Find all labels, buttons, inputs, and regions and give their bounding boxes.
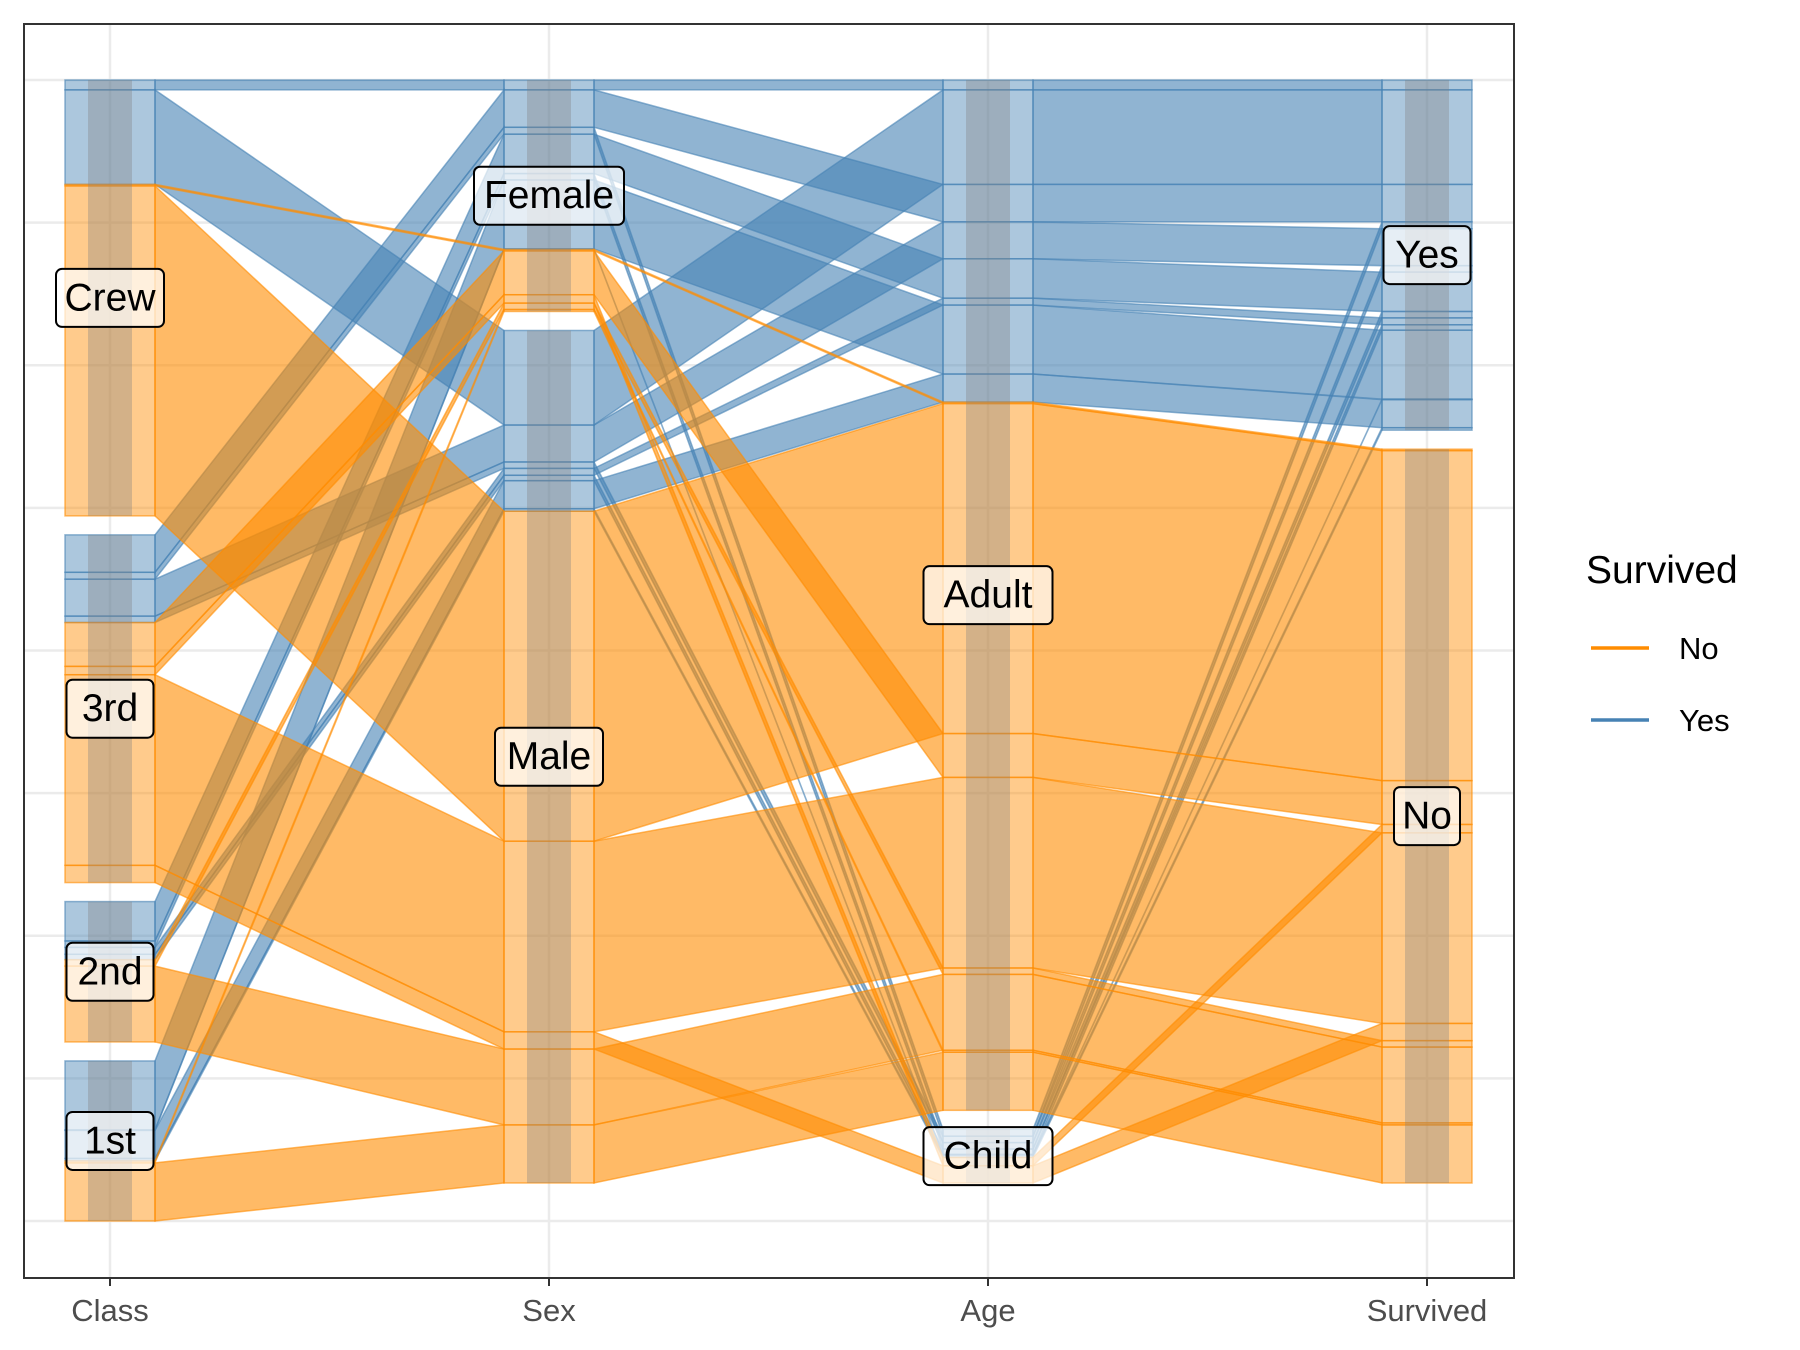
flow-segment-sex-male [503,840,595,1033]
flow-segment-class-1st [64,1162,156,1222]
stratum-label-box [494,726,604,787]
stratum-label-text: 1st [84,1119,136,1162]
flow-segment-survived-yes [1381,426,1473,431]
flow-segment-sex-female [503,89,595,129]
flow-segment-survived-yes [1381,183,1473,223]
legend-label-no: No [1679,631,1719,666]
flow-segment-class-3rd [64,578,156,617]
flow-segment-age-adult [942,183,1034,223]
legend-label-yes: Yes [1679,703,1730,738]
stratum-label-class-3rd: 3rd [65,678,155,739]
flow-segment-class-3rd [64,621,156,668]
stratum-label-text: No [1402,795,1452,838]
x-tick-label-survived: Survived [1367,1293,1488,1328]
flow-segment-survived-no [1381,832,1473,1025]
stratum-label-box [922,1126,1054,1187]
flow-segment-survived-no [1381,1046,1473,1124]
flow-segment-sex-male [503,1048,595,1126]
flow-segment-sex-male [503,329,595,426]
stratum-label-text: Yes [1395,234,1459,277]
stratum-label-text: 3rd [82,687,138,730]
stratum-label-text: Adult [944,574,1033,617]
flow-crew-male-adult-no-age-to-survived [1032,402,1383,782]
flow-segment-class-3rd [64,864,156,884]
stratum-labels: Crew 3rd 2nd 1st Female Male Adult Child Yes No [55,165,1472,1187]
flow-segment-age-adult [942,304,1034,375]
x-tick-label-class: Class [71,1293,149,1328]
stratum-label-age-adult: Adult [922,565,1054,626]
stratum-label-text: Crew [64,276,156,319]
stratum-label-survived-yes: Yes [1382,225,1472,286]
flow-segment-survived-yes [1381,329,1473,400]
flow-segment-age-adult [942,1051,1034,1112]
x-tick-label-sex: Sex [522,1293,576,1328]
flow-segment-survived-yes [1381,89,1473,186]
stratum-label-text: Female [484,174,614,217]
flow-crew-male-adult-yes-age-to-survived [1032,89,1383,186]
flow-3rd-male-adult-yes-age-to-survived [1032,221,1383,267]
flow-segment-survived-yes [1381,398,1473,429]
stratum-label-sex-male: Male [494,726,604,787]
stratum-label-age-child: Child [922,1126,1054,1187]
legend: Survived No Yes [1586,549,1738,738]
stratum-label-class-2nd: 2nd [65,941,155,1002]
stratum-label-box [922,565,1054,626]
stratum-label-class-1st: 1st [65,1110,155,1171]
flow-segment-age-adult [942,732,1034,779]
x-axis: Class Sex Age Survived [71,1278,1487,1328]
stratum-label-box [65,941,155,1002]
stratum-label-box [55,267,165,328]
flow-segment-sex-female [503,308,595,313]
flow-segment-sex-female [503,250,595,296]
flow-segment-age-adult [942,973,1034,1051]
stratum-label-text: 2nd [77,950,142,993]
flow-crew-female-adult-yes-age-to-survived [1032,79,1383,91]
flow-segment-survived-no [1381,449,1473,782]
stratum-label-box [1382,225,1472,286]
flow-segment-sex-male [503,479,595,510]
stratum-label-survived-no: No [1393,786,1461,847]
flow-segment-age-adult [942,373,1034,403]
flow-crew-female-adult-yes-class-to-sex [154,79,505,91]
flow-segment-sex-male [503,1124,595,1184]
stratum-label-box [65,1110,155,1171]
stratum-label-box [65,678,155,739]
flow-segment-class-2nd [64,900,156,942]
flow-segment-survived-no [1381,1124,1473,1184]
stratum-label-class-crew: Crew [55,267,165,328]
flows [64,79,1473,1222]
flow-segment-class-crew [64,89,156,186]
flow-crew-female-adult-yes-sex-to-age [593,79,944,91]
legend-title: Survived [1586,549,1738,592]
stratum-label-sex-female: Female [473,165,625,226]
plot-panel-border [23,23,1515,1279]
stratum-label-text: Child [944,1135,1033,1178]
stratum-label-box [473,165,625,226]
flow-segment-age-adult [942,89,1034,186]
x-tick-label-age: Age [960,1293,1015,1328]
stratum-label-text: Male [507,735,592,778]
flow-3rd-female-adult-yes-age-to-survived [1032,183,1383,223]
stratum-label-box [1393,786,1461,847]
flow-segment-class-crew [64,185,156,517]
